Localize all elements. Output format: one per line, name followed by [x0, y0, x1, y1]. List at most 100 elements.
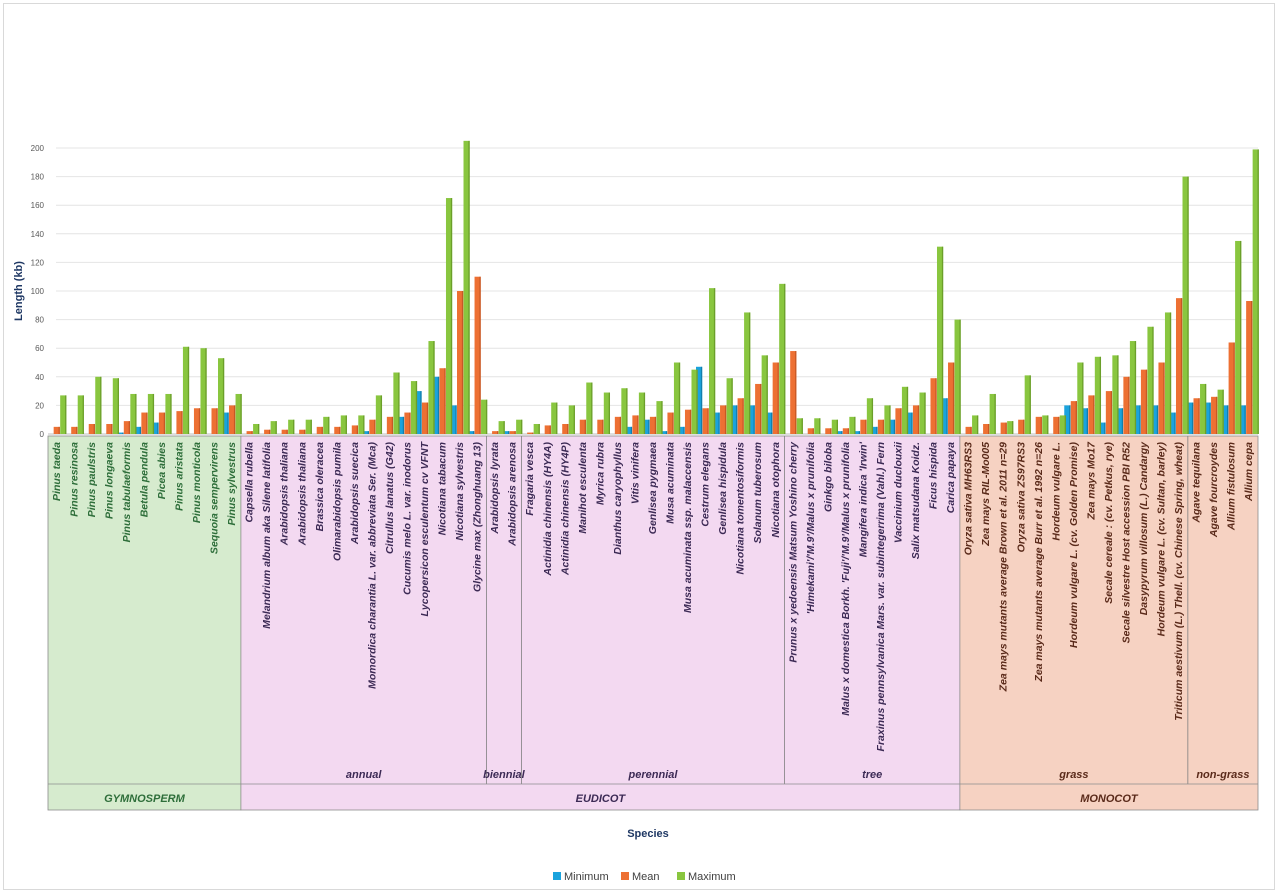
category-label: Pinus aristata — [174, 442, 186, 511]
bar-shade — [959, 319, 961, 434]
category-label: Genlisea pygmaea — [647, 442, 659, 534]
bar-shade — [683, 426, 685, 434]
bar-maximum — [1007, 421, 1014, 434]
bar-maximum — [340, 415, 347, 434]
bar-mean — [1228, 342, 1235, 434]
bar-shade — [198, 408, 201, 434]
legend-swatch — [553, 872, 561, 880]
bar-shade — [1174, 412, 1176, 434]
bar-mean — [158, 412, 166, 434]
bar-minimum — [713, 412, 720, 434]
bar-shade — [1156, 405, 1159, 434]
category-label: Oryza sativa ZS97RS3 — [1015, 442, 1027, 552]
bar-shade — [187, 346, 190, 434]
bar-mean — [351, 425, 358, 434]
bar-shade — [1204, 383, 1207, 434]
subgroup-label: biennial — [483, 769, 526, 781]
bar-minimum — [415, 391, 422, 434]
category-label: Brassica oleracea — [314, 442, 326, 531]
bar-shade — [672, 412, 674, 434]
bar-shade — [122, 432, 124, 434]
legend-swatch — [677, 872, 685, 880]
bar-mean — [1158, 362, 1165, 434]
y-tick-label: 100 — [31, 287, 45, 296]
bar-shade — [608, 392, 611, 434]
bar-maximum — [305, 419, 312, 434]
bar-shade — [871, 398, 874, 434]
bar-shade — [461, 291, 464, 434]
bar-shade — [1023, 419, 1025, 434]
bar-minimum — [117, 432, 124, 434]
bar-shade — [713, 288, 716, 434]
bar-mean — [772, 362, 779, 434]
bar-shade — [450, 198, 453, 434]
bar-mean — [755, 383, 762, 434]
bar-mean — [895, 408, 902, 434]
bar-minimum — [766, 412, 773, 434]
bar-shade — [508, 431, 510, 434]
bar-maximum — [288, 419, 295, 434]
bar-mean — [983, 423, 990, 434]
bar-shade — [363, 415, 365, 434]
bar-mean — [1070, 401, 1077, 434]
bar-maximum — [779, 283, 786, 434]
bar-mean — [912, 405, 920, 434]
category-label: Allium fistulosum — [1226, 442, 1238, 531]
bar-mean — [421, 402, 429, 434]
bar-maximum — [1024, 375, 1031, 434]
bar-mean — [702, 408, 709, 434]
bar-mean — [649, 416, 657, 434]
bar-minimum — [906, 412, 913, 434]
category-label: Fraxinus pennsylvanica Mars. var. subint… — [875, 442, 887, 751]
bar-maximum — [831, 419, 838, 434]
y-tick-label: 160 — [31, 201, 45, 210]
bar-mean — [1211, 396, 1218, 434]
bar-shade — [1226, 405, 1229, 434]
bar-shade — [275, 421, 277, 434]
bar-maximum — [972, 415, 979, 434]
bar-mean — [720, 405, 727, 434]
bar-maximum — [1042, 415, 1049, 434]
bar-shade — [251, 431, 253, 434]
y-tick-label: 20 — [35, 401, 44, 410]
bar-shade — [163, 412, 166, 434]
bar-shade — [433, 341, 435, 434]
bar-shade — [619, 416, 622, 434]
bar-minimum — [450, 405, 457, 434]
bar-maximum — [761, 355, 768, 434]
bar-mean — [71, 426, 78, 434]
category-label: Actinidia chinensis (HY4A) — [542, 441, 554, 576]
bar-shade — [665, 431, 668, 434]
bar-shade — [76, 426, 78, 434]
bar-shade — [970, 426, 972, 434]
legend-label-mean: Mean — [632, 871, 660, 883]
bar-maximum — [586, 382, 593, 434]
bar-minimum — [1222, 405, 1229, 434]
bar-shade — [409, 412, 411, 434]
category-label: Picea abies — [156, 442, 168, 499]
y-tick-label: 40 — [35, 373, 44, 382]
category-label: Momordica charantia L. var. abbreviata S… — [366, 441, 378, 688]
bar-mean — [1035, 416, 1042, 434]
bar-shade — [661, 401, 663, 434]
group-band-0 — [47, 435, 242, 811]
bar-maximum — [1094, 356, 1102, 434]
category-label: Zea mays mutants average Brown et al. 20… — [998, 442, 1010, 692]
bar-shade — [1040, 416, 1042, 434]
bar-maximum — [1200, 383, 1207, 434]
bar-mean — [877, 419, 885, 434]
subgroup-label: perennial — [628, 769, 679, 781]
bar-maximum — [989, 393, 996, 434]
bar-shade — [367, 431, 370, 434]
category-label: Cucumis melo L. var. inodorus — [401, 442, 413, 595]
bar-shade — [345, 415, 347, 434]
category-label: Allium cepa — [1243, 442, 1255, 502]
bar-shade — [503, 421, 505, 434]
bar-maximum — [603, 392, 611, 434]
bar-maximum — [726, 378, 733, 434]
bar-shade — [356, 425, 358, 434]
bar-mean — [106, 423, 113, 434]
bar-shade — [1029, 375, 1031, 434]
bar-shade — [812, 428, 814, 434]
category-label: Dianthus caryophyllus — [612, 442, 624, 555]
